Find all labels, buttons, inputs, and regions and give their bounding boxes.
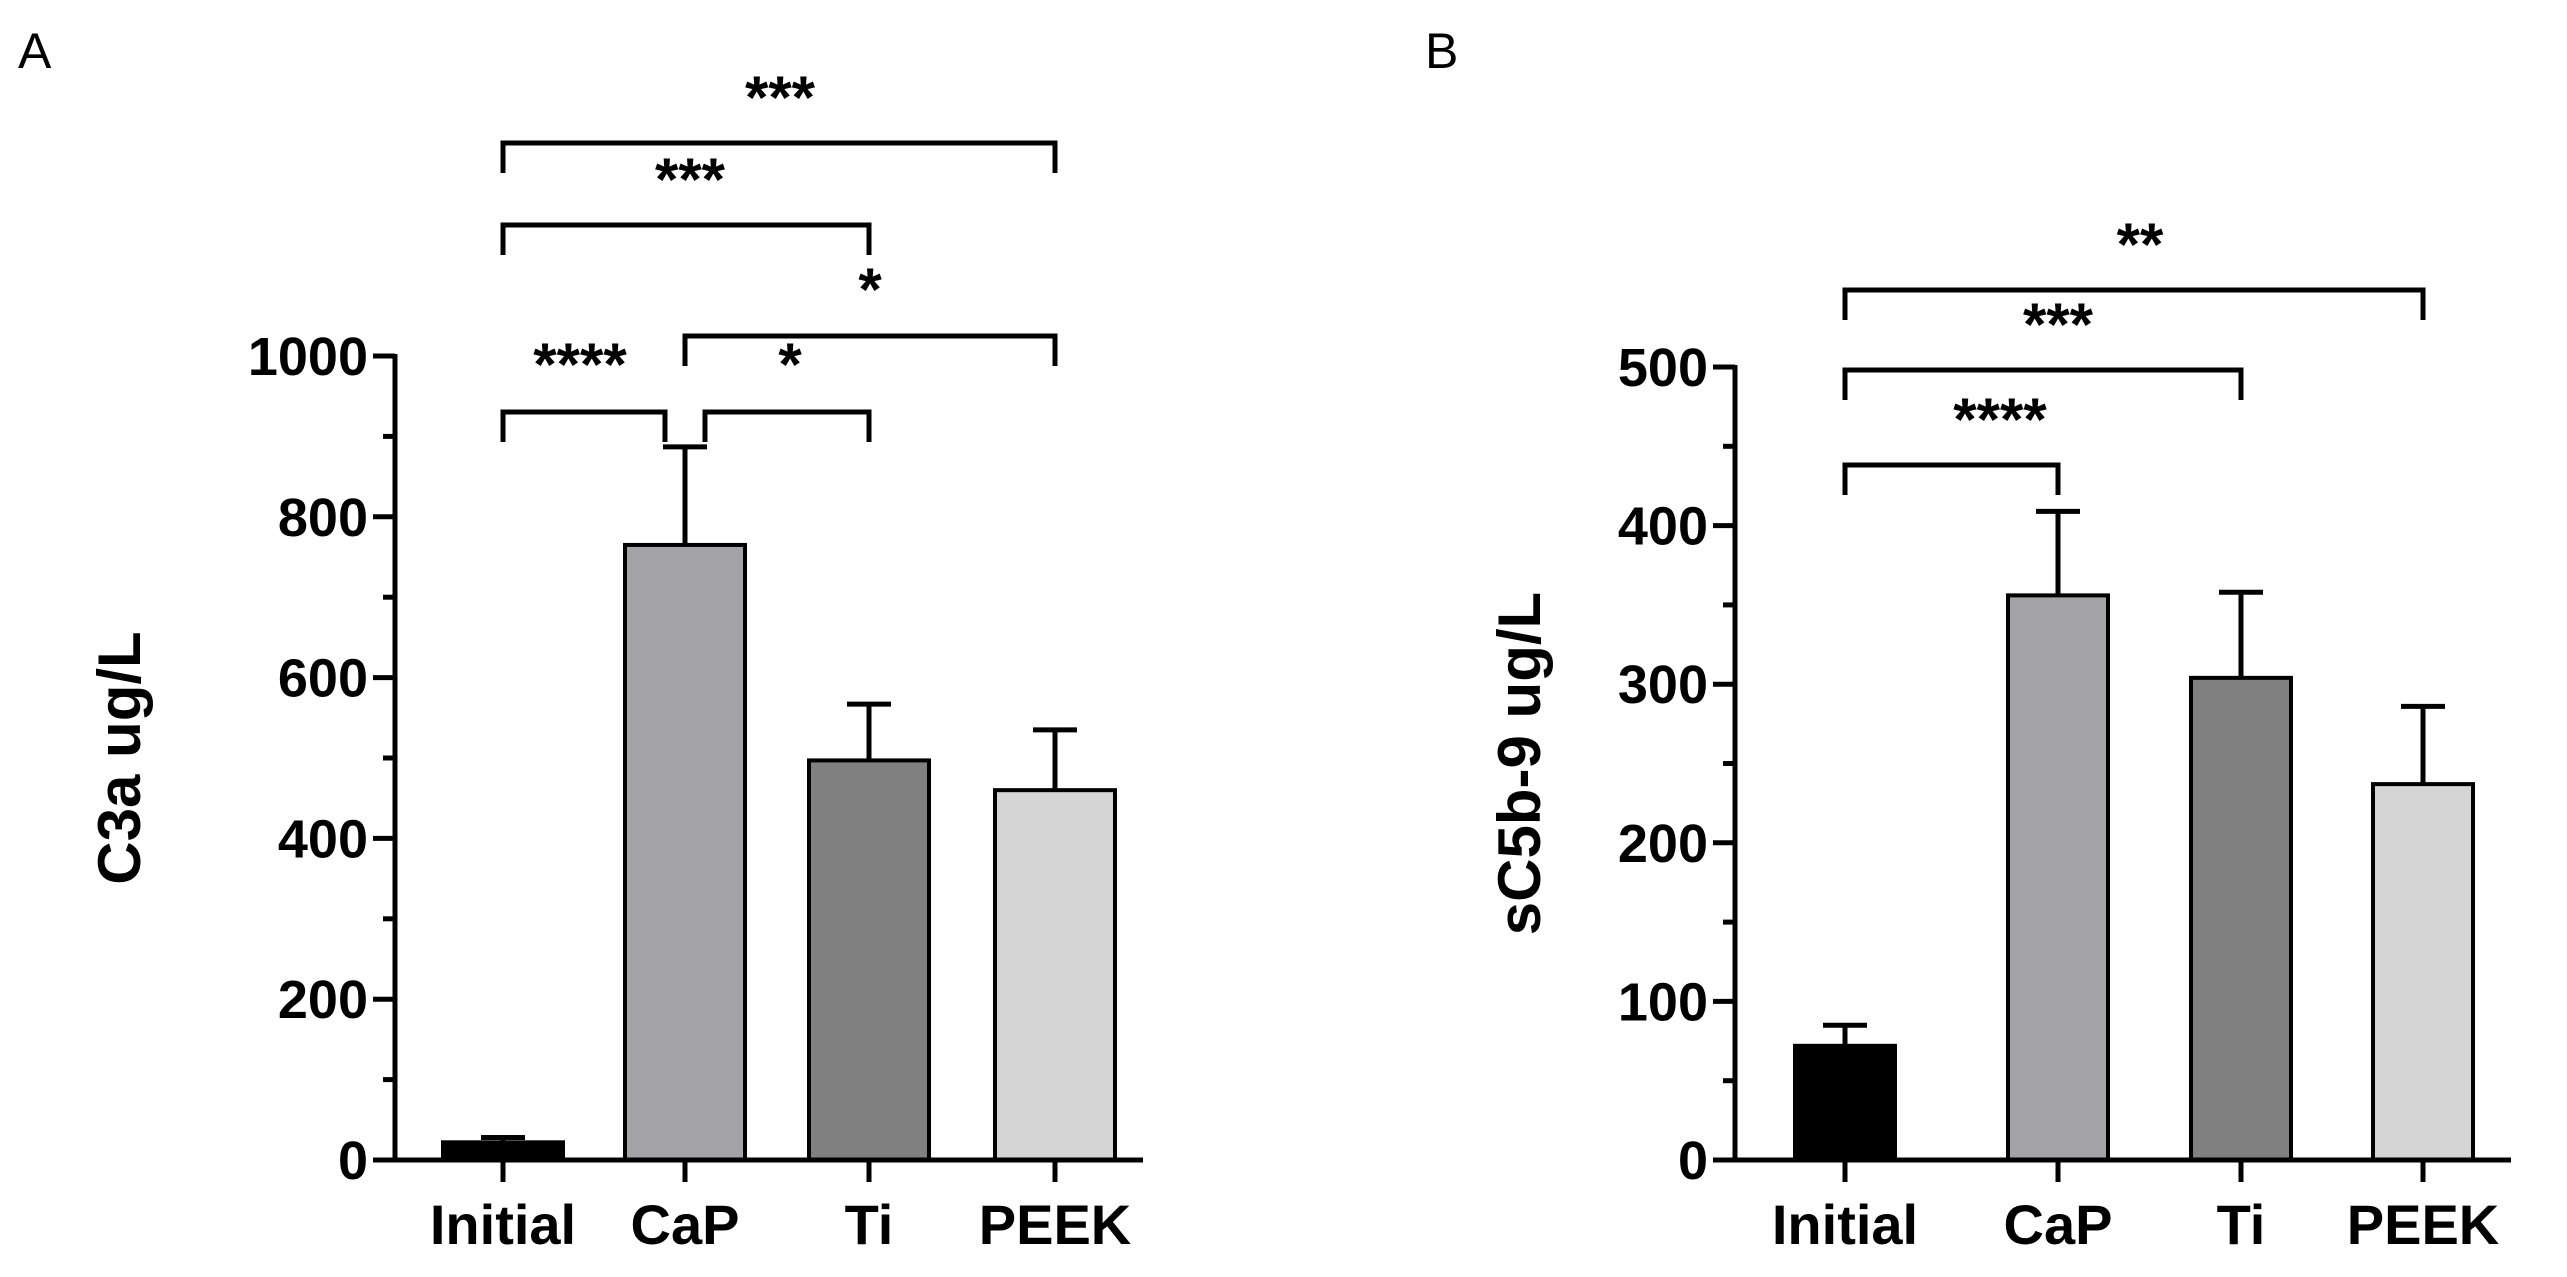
y-axis-title: C3a ug/L bbox=[86, 631, 153, 884]
y-axis-title: sC5b-9 ug/L bbox=[1486, 592, 1553, 935]
bar-peek bbox=[2371, 782, 2475, 1162]
significance-bracket bbox=[1842, 462, 2061, 495]
bar-peek bbox=[993, 788, 1117, 1162]
y-tick-label: 800 bbox=[278, 488, 368, 548]
y-tick-label: 200 bbox=[278, 970, 368, 1030]
bar-ti bbox=[807, 758, 931, 1162]
significance-bracket bbox=[500, 222, 872, 255]
y-tick-label: 400 bbox=[278, 809, 368, 869]
x-tick-label: CaP bbox=[2004, 1193, 2113, 1256]
bar-initial bbox=[1793, 1043, 1897, 1162]
significance-bracket bbox=[1842, 367, 2244, 400]
significance-label: **** bbox=[533, 331, 627, 398]
y-tick-label: 400 bbox=[1618, 497, 1708, 557]
significance-bracket bbox=[500, 140, 1058, 173]
bar-cap bbox=[623, 542, 747, 1162]
significance-bracket bbox=[500, 409, 668, 442]
panel-letter: B bbox=[1425, 23, 1458, 79]
significance-label: * bbox=[778, 331, 802, 398]
y-tick-label: 200 bbox=[1618, 814, 1708, 874]
panel-b: B 0 100 200 300 400 500 Initial CaP Ti PEEK sC5b-9 … bbox=[1425, 23, 2511, 1256]
y-tick-label: 1000 bbox=[248, 327, 368, 387]
significance-label: *** bbox=[745, 64, 816, 131]
significance-label: * bbox=[858, 256, 882, 323]
panel-a: A 0 200 400 600 800 1000 Initial CaP Ti PEEK C3a ug… bbox=[18, 23, 1143, 1256]
significance-label: **** bbox=[1953, 386, 2047, 453]
x-tick-label: Ti bbox=[2217, 1193, 2266, 1256]
y-tick-label: 0 bbox=[1678, 1131, 1708, 1191]
bar-initial bbox=[441, 1140, 565, 1163]
y-tick-label: 300 bbox=[1618, 655, 1708, 715]
x-tick-label: CaP bbox=[631, 1193, 740, 1256]
x-tick-label: Ti bbox=[845, 1193, 894, 1256]
x-tick-label: PEEK bbox=[979, 1193, 1132, 1256]
significance-label: ** bbox=[2117, 211, 2164, 278]
y-tick-label: 100 bbox=[1618, 972, 1708, 1032]
significance-label: *** bbox=[2023, 291, 2094, 358]
significance-label: *** bbox=[655, 146, 726, 213]
y-tick-label: 600 bbox=[278, 649, 368, 709]
x-tick-label: Initial bbox=[1772, 1193, 1918, 1256]
x-tick-label: PEEK bbox=[2347, 1193, 2500, 1256]
bar-cap bbox=[2006, 593, 2110, 1162]
significance-bracket bbox=[1842, 287, 2426, 320]
y-tick-label: 0 bbox=[338, 1131, 368, 1191]
y-tick-label: 500 bbox=[1618, 338, 1708, 398]
significance-bracket bbox=[702, 409, 872, 442]
bar-ti bbox=[2189, 675, 2293, 1163]
x-tick-label: Initial bbox=[430, 1193, 576, 1256]
significance-bracket bbox=[682, 333, 1058, 366]
panel-letter: A bbox=[18, 23, 52, 79]
